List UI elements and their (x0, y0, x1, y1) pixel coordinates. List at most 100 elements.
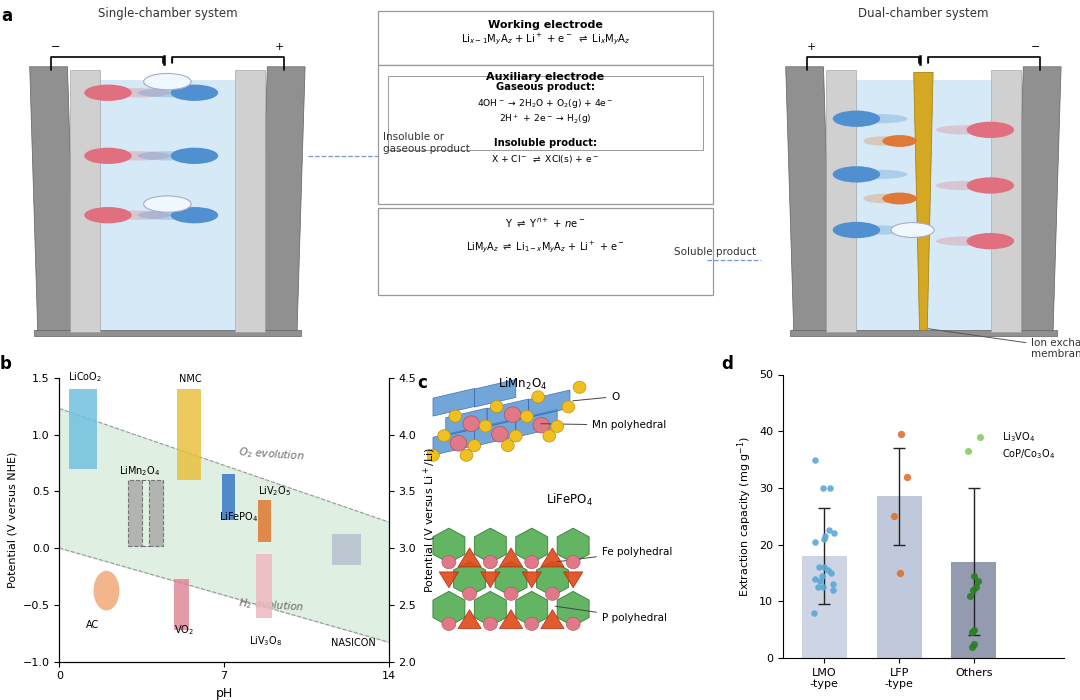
Polygon shape (454, 561, 486, 596)
Text: Gaseous product:: Gaseous product: (496, 83, 595, 92)
Circle shape (882, 135, 917, 147)
Bar (222, 475, 235, 519)
Point (806, 607, 823, 618)
Y-axis label: Extraction capacity (mg g$^{-1}$): Extraction capacity (mg g$^{-1}$) (735, 436, 754, 596)
Point (822, 567, 839, 578)
Circle shape (534, 417, 550, 433)
Polygon shape (474, 379, 516, 407)
Polygon shape (528, 390, 570, 418)
Text: c: c (417, 374, 427, 392)
X-axis label: pH: pH (216, 687, 232, 700)
Point (891, 567, 908, 578)
Circle shape (545, 587, 559, 601)
Point (899, 471, 916, 482)
Circle shape (84, 148, 132, 164)
Polygon shape (458, 548, 482, 567)
Point (820, 525, 837, 536)
Ellipse shape (863, 194, 902, 203)
Circle shape (84, 85, 132, 101)
Text: Soluble product: Soluble product (674, 246, 756, 257)
Text: 2H$^+$ + 2e$^-$ → H$_2$(g): 2H$^+$ + 2e$^-$ → H$_2$(g) (499, 112, 592, 126)
Circle shape (833, 166, 880, 183)
Polygon shape (433, 389, 474, 416)
Point (815, 533, 833, 545)
Polygon shape (30, 66, 76, 334)
Text: O: O (572, 391, 620, 402)
Point (960, 445, 977, 456)
Polygon shape (564, 572, 583, 588)
Circle shape (891, 223, 934, 237)
Point (892, 428, 909, 440)
Ellipse shape (105, 151, 171, 160)
Polygon shape (499, 610, 523, 629)
Polygon shape (259, 66, 306, 334)
FancyBboxPatch shape (378, 11, 713, 65)
Text: P polyhedral: P polyhedral (555, 606, 666, 623)
Circle shape (84, 207, 132, 223)
Text: AC: AC (85, 620, 99, 630)
Bar (69, 389, 97, 469)
Text: Insoluble product:: Insoluble product: (494, 138, 597, 148)
Point (963, 627, 981, 638)
Circle shape (525, 556, 539, 569)
Text: LiV$_2$O$_5$: LiV$_2$O$_5$ (258, 484, 292, 498)
Ellipse shape (138, 151, 198, 160)
Point (813, 570, 831, 582)
Bar (801, 556, 847, 658)
Circle shape (462, 587, 476, 601)
Polygon shape (495, 561, 527, 596)
Ellipse shape (138, 211, 198, 220)
Circle shape (525, 617, 539, 631)
Text: Mn polyhedral: Mn polyhedral (541, 420, 666, 430)
Polygon shape (991, 71, 1022, 332)
Bar (258, 500, 271, 542)
Circle shape (144, 74, 191, 90)
FancyBboxPatch shape (388, 76, 703, 150)
Bar (789, 330, 1057, 336)
Circle shape (573, 382, 585, 393)
Circle shape (463, 416, 480, 431)
Point (966, 570, 983, 582)
Polygon shape (474, 528, 507, 563)
Circle shape (484, 617, 497, 631)
Bar (127, 480, 141, 546)
Bar (100, 80, 235, 332)
Polygon shape (541, 548, 564, 567)
Text: d: d (721, 355, 733, 372)
Point (814, 582, 832, 593)
Polygon shape (440, 572, 459, 588)
Point (825, 528, 842, 539)
Point (810, 582, 827, 593)
Text: Li$_{x-1}$M$_y$A$_z$ + Li$^+$ + e$^-$ $\rightleftharpoons$ Li$_x$M$_y$A$_z$: Li$_{x-1}$M$_y$A$_z$ + Li$^+$ + e$^-$ $\… (461, 32, 630, 47)
Circle shape (442, 556, 456, 569)
Point (814, 482, 832, 493)
Polygon shape (516, 410, 557, 438)
Circle shape (171, 85, 218, 101)
Text: 4OH$^-$ → 2H$_2$O + O$_2$(g) + 4e$^-$: 4OH$^-$ → 2H$_2$O + O$_2$(g) + 4e$^-$ (477, 97, 613, 110)
Bar (877, 496, 921, 658)
Point (886, 511, 903, 522)
Point (820, 564, 837, 575)
Text: LiM$_y$A$_z$ $\rightleftharpoons$ Li$_{1-x}$M$_y$A$_z$ + Li$^+$ + e$^-$: LiM$_y$A$_z$ $\rightleftharpoons$ Li$_{1… (467, 239, 624, 255)
Circle shape (833, 111, 880, 127)
Polygon shape (487, 399, 528, 427)
Circle shape (490, 400, 503, 412)
Y-axis label: Potential (V versus NHE): Potential (V versus NHE) (8, 452, 17, 588)
Circle shape (171, 207, 218, 223)
Circle shape (967, 122, 1014, 138)
Text: Fe polyhedral: Fe polyhedral (557, 547, 672, 562)
Point (969, 576, 986, 587)
Text: −: − (51, 42, 60, 52)
Text: Y $\rightleftharpoons$ Y$^{n+}$ + $n$e$^-$: Y $\rightleftharpoons$ Y$^{n+}$ + $n$e$^… (505, 217, 585, 230)
Text: H$_2$ evolution: H$_2$ evolution (238, 596, 305, 615)
Circle shape (551, 421, 564, 433)
Polygon shape (786, 66, 832, 334)
Polygon shape (70, 71, 100, 332)
Point (807, 536, 824, 547)
Polygon shape (474, 592, 507, 626)
Text: LiCoO$_2$: LiCoO$_2$ (68, 370, 102, 384)
Ellipse shape (936, 237, 993, 246)
Bar (256, 554, 272, 618)
Polygon shape (537, 561, 568, 596)
Polygon shape (557, 592, 590, 626)
